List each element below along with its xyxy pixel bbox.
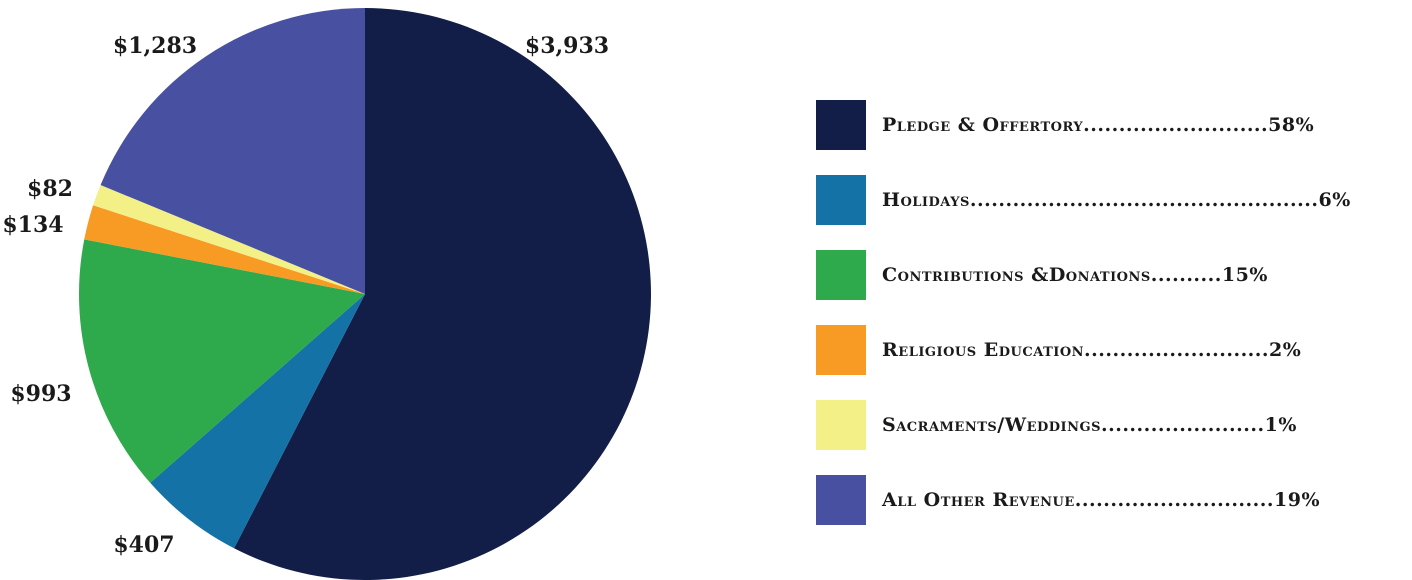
legend-swatch — [816, 175, 866, 225]
legend-swatch — [816, 100, 866, 150]
legend-swatch — [816, 400, 866, 450]
pie-slice-pledge-offertory — [234, 8, 651, 580]
slice-value-label: $1,283 — [113, 33, 197, 59]
legend-label: All Other Revenue.......................… — [882, 489, 1321, 511]
legend-item: Pledge & Offertory......................… — [816, 100, 1396, 150]
legend-label: Contributions &Donations..........15% — [882, 264, 1268, 286]
legend-item: Holidays................................… — [816, 175, 1396, 225]
slice-value-label: $993 — [10, 381, 71, 407]
legend-label: Pledge & Offertory......................… — [882, 114, 1315, 136]
slice-value-label: $407 — [113, 532, 174, 558]
legend-swatch — [816, 325, 866, 375]
pie-slice-religious-education — [84, 205, 366, 294]
pie-slice-holidays — [150, 294, 365, 549]
slice-value-label: $3,933 — [525, 33, 609, 59]
legend-label: Sacraments/Weddings.....................… — [882, 414, 1297, 436]
legend-item: All Other Revenue.......................… — [816, 475, 1396, 525]
slice-value-label: $82 — [27, 176, 73, 202]
pie-slice-sacraments-weddings — [93, 185, 366, 294]
pie-slice-all-other-revenue — [100, 8, 365, 294]
pie-slice-contributions-donations — [79, 239, 365, 483]
pie-value-labels: $3,933 $407 $993 $134 $82 $1,283 — [2, 33, 609, 558]
slice-value-label: $134 — [2, 212, 63, 238]
legend-item: Sacraments/Weddings.....................… — [816, 400, 1396, 450]
pie-chart: $3,933 $407 $993 $134 $82 $1,283 — [2, 8, 651, 580]
legend-item: Religious Education.....................… — [816, 325, 1396, 375]
legend-swatch — [816, 475, 866, 525]
legend-label: Religious Education.....................… — [882, 339, 1302, 361]
legend-label: Holidays................................… — [882, 189, 1351, 211]
legend-swatch — [816, 250, 866, 300]
pie-slices — [79, 8, 651, 580]
legend-item: Contributions &Donations..........15% — [816, 250, 1396, 300]
